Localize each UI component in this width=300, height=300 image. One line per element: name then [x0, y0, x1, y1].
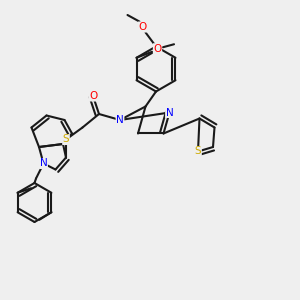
Text: N: N [40, 158, 47, 169]
Text: S: S [63, 134, 69, 145]
Text: S: S [195, 146, 201, 157]
Text: O: O [89, 91, 97, 101]
Text: O: O [138, 22, 147, 32]
Text: N: N [166, 107, 173, 118]
Text: O: O [153, 44, 162, 54]
Text: N: N [116, 115, 124, 125]
